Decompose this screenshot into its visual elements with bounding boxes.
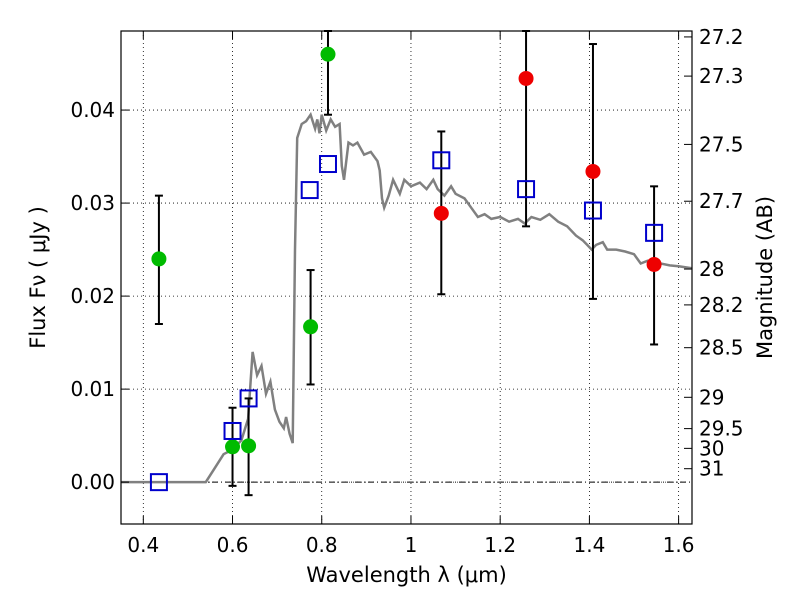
right-axis-label: Magnitude (AB) — [753, 196, 777, 359]
model-photometry-square — [149, 473, 168, 492]
x-tick-label: 0.6 — [217, 533, 249, 557]
axes-ticks-layer: 0.4 0.6 0.8 1 1.2 1.4 1.6 0.00 0.01 0.02 0.03 0.04 2… — [70, 25, 743, 557]
optical-point — [320, 46, 336, 62]
model-photometry-square — [223, 421, 242, 440]
ir-point — [518, 70, 534, 86]
optical-point — [241, 438, 257, 454]
mag-tick-label: 28 — [699, 257, 724, 281]
mag-tick-label: 28.5 — [699, 336, 744, 360]
mag-tick-label: 31 — [699, 457, 724, 481]
model-photometry-square — [645, 223, 664, 242]
model-photometry-square — [300, 181, 319, 200]
mag-tick-label: 27.7 — [699, 189, 744, 213]
observed-points-layer — [151, 46, 662, 455]
mag-tick-label: 27.2 — [699, 25, 744, 49]
model-spectrum-layer — [121, 111, 693, 484]
x-axis-label: Wavelength λ (μm) — [306, 563, 507, 587]
x-tick-label: 1.4 — [573, 533, 605, 557]
x-tick-label: 0.4 — [127, 533, 159, 557]
x-tick-label: 1.2 — [484, 533, 516, 557]
optical-point — [303, 319, 319, 335]
model-photometry-square — [432, 151, 451, 170]
mag-tick-label: 30 — [699, 436, 724, 460]
x-tick-label: 0.8 — [306, 533, 338, 557]
model-photometry-square — [583, 201, 602, 220]
model-photometry-square — [318, 155, 337, 174]
model-spectrum-line — [121, 111, 693, 484]
optical-point — [151, 251, 167, 267]
plot-frame — [120, 30, 693, 525]
ir-point — [646, 256, 662, 272]
model-squares-layer — [149, 151, 664, 492]
mag-tick-label: 29.5 — [699, 417, 744, 441]
y-tick-label: 0.01 — [70, 377, 115, 401]
ir-point — [433, 205, 449, 221]
optical-point — [225, 439, 241, 455]
y-tick-label: 0.04 — [70, 98, 115, 122]
y-axis-label: Flux Fν ( μJy ) — [26, 206, 50, 349]
error-bars-layer — [154, 30, 659, 497]
ir-point — [585, 163, 601, 179]
mag-tick-label: 27.3 — [699, 64, 744, 88]
mag-tick-label: 27.5 — [699, 132, 744, 156]
y-tick-label: 0.00 — [70, 470, 115, 494]
y-tick-label: 0.02 — [70, 284, 115, 308]
mag-tick-label: 28.2 — [699, 293, 744, 317]
y-tick-label: 0.03 — [70, 191, 115, 215]
model-photometry-square — [239, 389, 258, 408]
model-photometry-square — [517, 180, 536, 199]
x-tick-label: 1.6 — [663, 533, 695, 557]
x-tick-label: 1 — [405, 533, 418, 557]
mag-tick-label: 29 — [699, 385, 724, 409]
grid-layer — [121, 31, 692, 524]
